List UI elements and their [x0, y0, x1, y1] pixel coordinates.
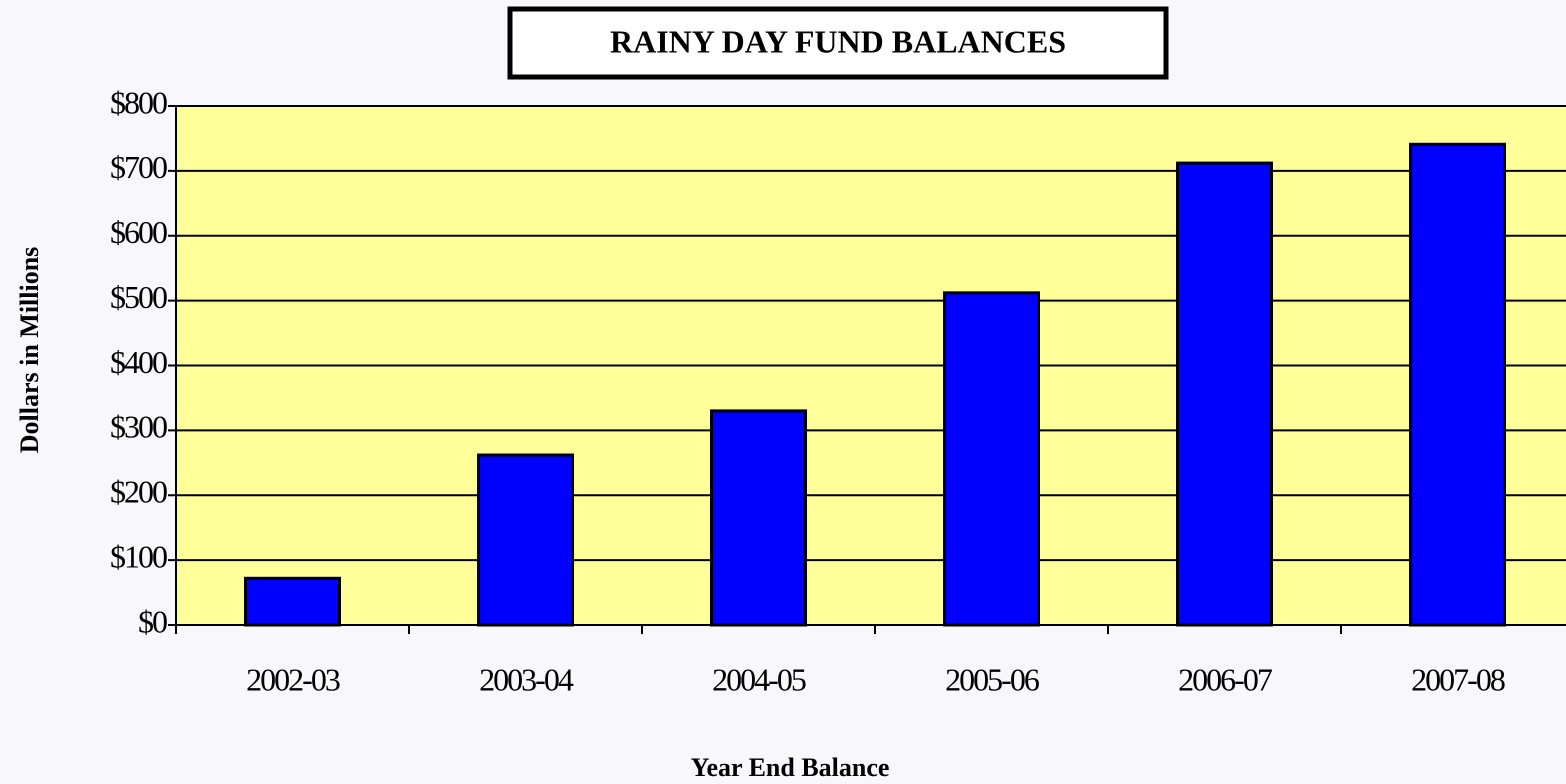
- bar: [710, 409, 807, 627]
- chart-title: RAINY DAY FUND BALANCES: [610, 23, 1066, 59]
- y-tick-label: $100: [110, 538, 167, 574]
- bar: [943, 291, 1040, 627]
- bar: [1409, 142, 1506, 627]
- y-tick-label: $400: [110, 344, 167, 380]
- y-tick-label: $700: [110, 149, 167, 185]
- x-tick-label: 2004-05: [712, 661, 806, 697]
- y-axis-label: Dollars in Millions: [15, 247, 44, 454]
- y-tick-label: $0: [138, 603, 167, 639]
- bar: [1176, 161, 1273, 627]
- x-tick-label: 2005-06: [945, 661, 1040, 697]
- y-tick-label: $300: [110, 409, 167, 445]
- y-tick-label: $500: [110, 279, 167, 315]
- bar: [477, 453, 574, 627]
- x-tick-label: 2006-07: [1178, 661, 1273, 697]
- x-tick-label: 2003-04: [479, 661, 574, 697]
- y-tick-label: $200: [110, 474, 167, 510]
- y-tick-label: $800: [110, 84, 167, 120]
- x-axis-label: Year End Balance: [691, 753, 890, 782]
- y-tick-label: $600: [110, 214, 167, 250]
- x-tick-label: 2007-08: [1411, 661, 1505, 697]
- bar: [244, 576, 341, 627]
- title-box: [507, 6, 1169, 80]
- x-tick-label: 2002-03: [246, 661, 340, 697]
